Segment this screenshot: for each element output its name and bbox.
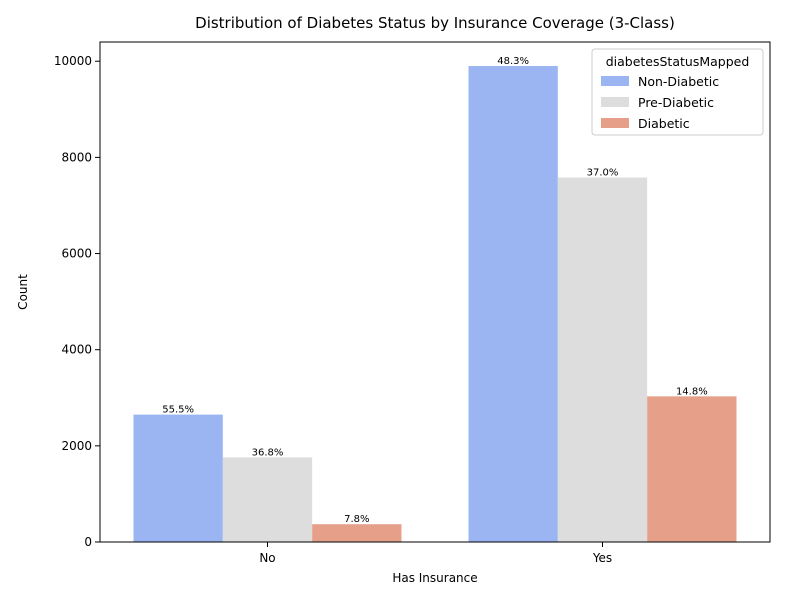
data-label: 37.0%	[587, 168, 619, 179]
legend-swatch	[601, 118, 629, 128]
x-tick-label: No	[259, 551, 275, 565]
y-tick-label: 2000	[61, 439, 92, 453]
legend-box	[591, 48, 764, 136]
bar-diabetic-no	[312, 524, 402, 542]
data-label: 7.8%	[344, 514, 369, 525]
legend-swatch	[601, 97, 629, 107]
bars-layer	[133, 66, 737, 542]
x-tick-label: Yes	[592, 551, 612, 565]
x-axis-label: Has Insurance	[392, 571, 477, 585]
data-labels-layer: 55.5% 36.8% 7.8% 48.3% 37.0% 14.8%	[162, 56, 707, 525]
y-tick-label: 4000	[61, 343, 92, 357]
y-axis: 0 2000 4000 6000 8000 10000	[54, 54, 100, 549]
data-label: 55.5%	[162, 405, 194, 416]
plot-area: 55.5% 36.8% 7.8% 48.3% 37.0% 14.8% 0 2000 4000 6…	[54, 41, 771, 565]
legend-item-label: Pre-Diabetic	[638, 95, 714, 110]
chart-title: Distribution of Diabetes Status by Insur…	[195, 14, 675, 32]
bar-non-diabetic-yes	[468, 66, 558, 542]
y-tick-label: 8000	[61, 150, 92, 164]
legend-item-label: Diabetic	[638, 116, 690, 131]
data-label: 14.8%	[676, 386, 708, 397]
bar-pre-diabetic-no	[222, 457, 313, 542]
plot-frame	[99, 41, 771, 543]
bar-pre-diabetic-yes	[557, 177, 648, 542]
legend-items: Non-Diabetic Pre-Diabetic Diabetic	[601, 74, 719, 131]
legend-swatch	[601, 76, 629, 86]
data-label: 48.3%	[497, 56, 529, 67]
legend-item-label: Non-Diabetic	[638, 74, 719, 89]
legend: diabetesStatusMapped Non-Diabetic Pre-Dia…	[591, 48, 764, 136]
y-tick-label: 10000	[54, 54, 92, 68]
bar-non-diabetic-no	[133, 414, 223, 542]
y-axis-label: Count	[16, 274, 30, 310]
legend-title: diabetesStatusMapped	[606, 54, 750, 69]
bar-diabetic-yes	[647, 396, 737, 542]
y-tick-label: 6000	[61, 247, 92, 261]
x-axis: No Yes	[259, 542, 612, 565]
data-label: 36.8%	[252, 447, 284, 458]
y-tick-label: 0	[84, 535, 92, 549]
